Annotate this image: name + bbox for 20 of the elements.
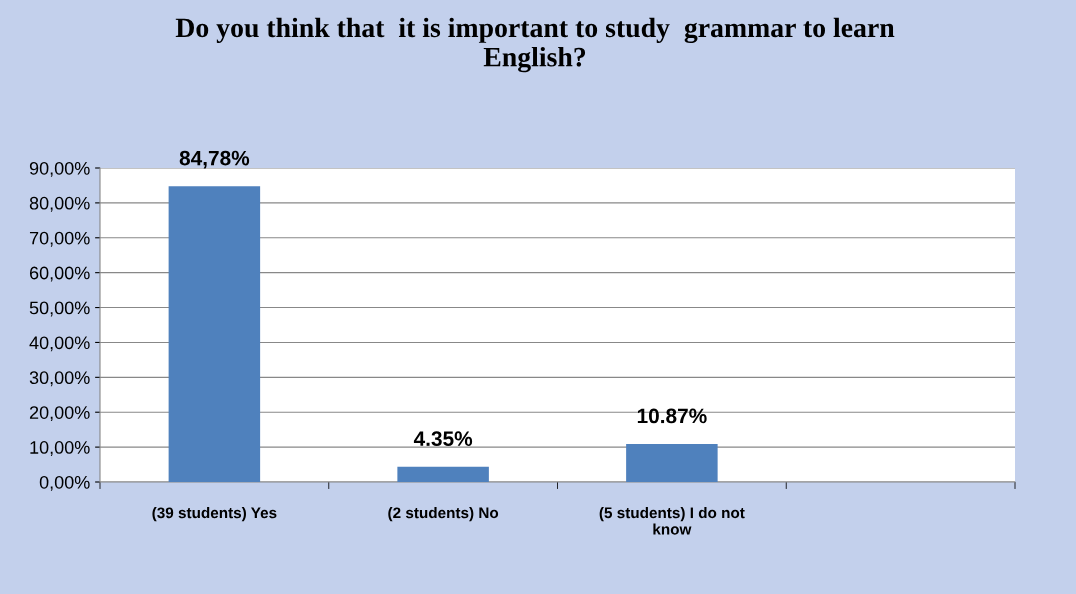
data-label: 10.87% [637, 408, 707, 424]
y-tick-label: 90,00% [29, 161, 90, 177]
bar [626, 444, 718, 482]
y-tick-label: 40,00% [29, 336, 90, 352]
x-tick-label: (2 students) No [388, 507, 499, 522]
y-tick-label: 60,00% [29, 266, 90, 282]
y-tick-label: 0,00% [39, 475, 90, 491]
data-label: 4.35% [413, 431, 473, 447]
y-tick-label: 20,00% [29, 406, 90, 422]
x-tick-label: (5 students) I do not know [599, 507, 745, 535]
y-tick-label: 10,00% [30, 441, 90, 456]
y-tick-label: 30,00% [29, 371, 90, 387]
x-tick-label: (39 students) Yes [152, 507, 277, 522]
bar [397, 466, 489, 482]
y-tick-label: 50,00% [29, 301, 90, 317]
y-tick-label: 80,00% [29, 196, 90, 212]
data-label: 84,78% [179, 150, 250, 169]
chart-title: Do you think that it is important to study grammar to learn English? [175, 17, 895, 73]
y-tick-label: 70,00% [29, 231, 90, 247]
bar [168, 186, 261, 482]
